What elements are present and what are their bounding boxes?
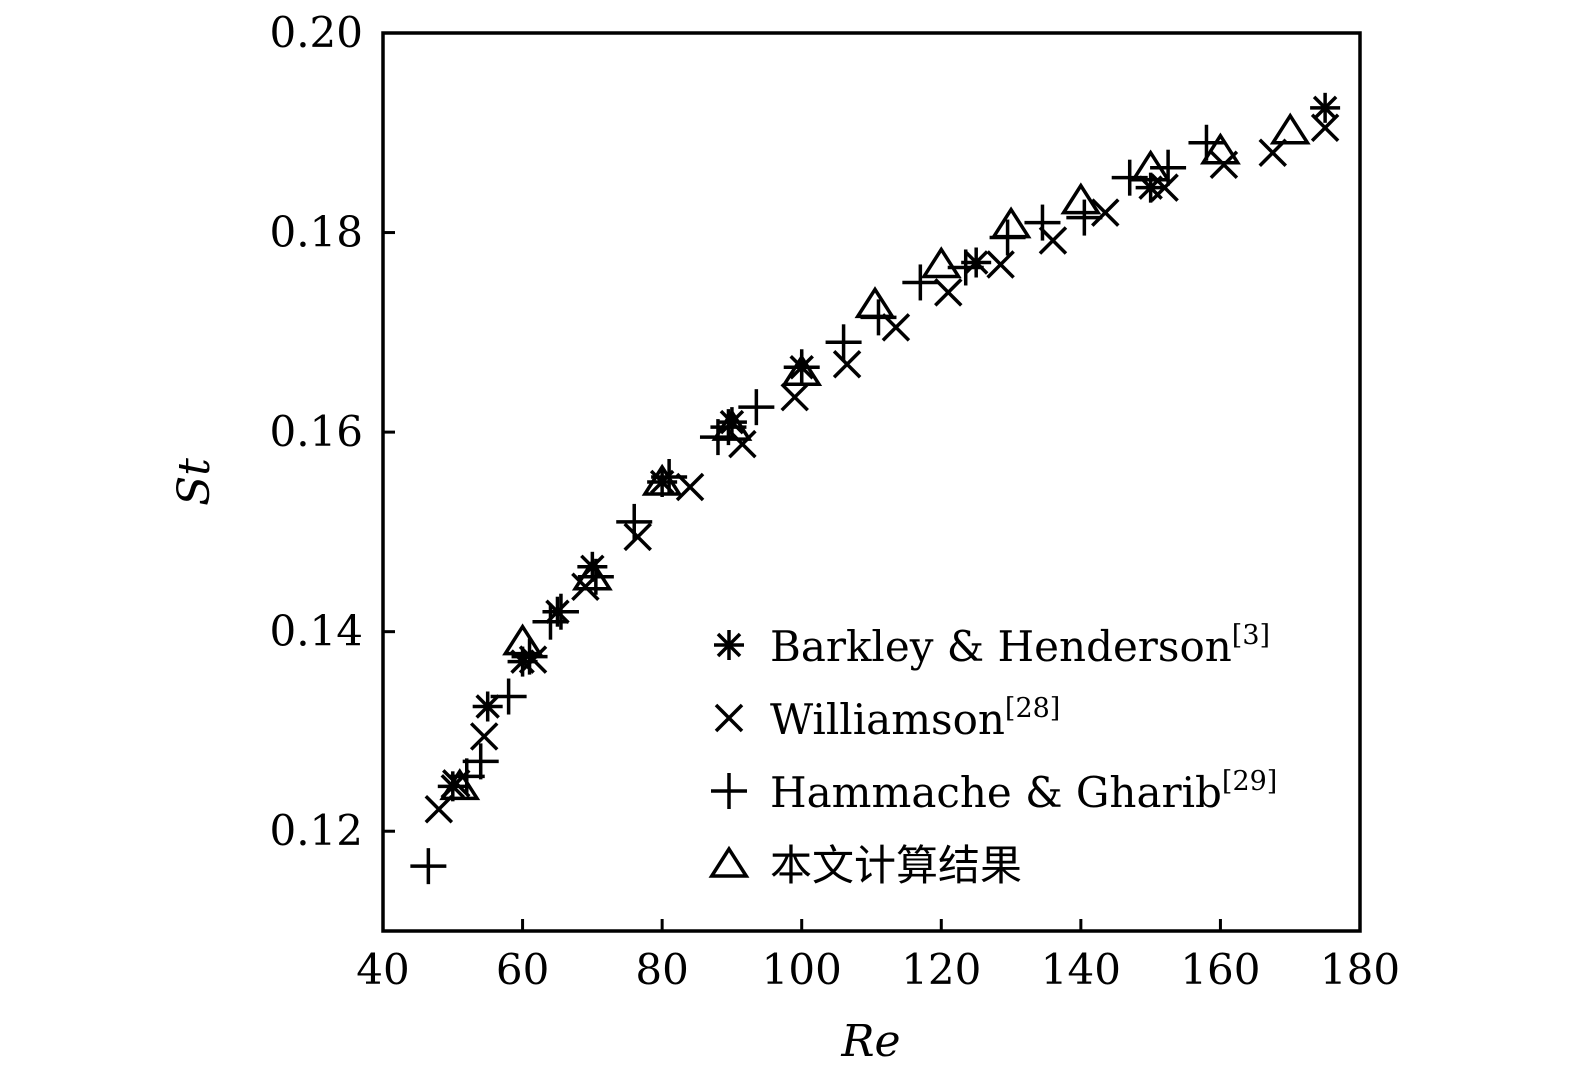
y-tick-label: 0.18 xyxy=(269,208,363,257)
data-point-plus xyxy=(1024,204,1061,241)
data-points xyxy=(410,92,1341,885)
data-point-cross xyxy=(1038,226,1068,255)
data-point-triangle xyxy=(1199,132,1241,165)
legend-reference: [29] xyxy=(1222,766,1277,797)
data-point-triangle xyxy=(1269,112,1311,145)
x-tick-label: 80 xyxy=(635,945,688,994)
data-point-triangle xyxy=(781,353,823,386)
x-tick-label: 120 xyxy=(901,945,981,994)
data-point-cross xyxy=(1310,113,1340,143)
y-tick-label: 0.16 xyxy=(269,407,363,456)
data-point-triangle xyxy=(1060,182,1102,215)
data-point-triangle xyxy=(641,463,683,496)
axis-ticks: 40 60 80 100 120 140 160 180 0.12 0.14 0.16 0.18 0.2… xyxy=(269,8,1400,994)
data-point-plus xyxy=(511,638,548,675)
data-point-cross xyxy=(934,278,963,307)
data-point-cross xyxy=(832,350,862,379)
y-tick-label: 0.12 xyxy=(269,806,363,855)
data-point-cross xyxy=(728,429,757,459)
data-point-plus xyxy=(902,264,939,301)
data-point-plus xyxy=(532,603,569,640)
data-point-plus xyxy=(738,389,775,426)
data-point-cross xyxy=(469,722,499,751)
legend-label: 本文计算结果 xyxy=(770,841,1022,890)
data-point-triangle xyxy=(711,408,753,441)
data-point-plus xyxy=(542,593,579,630)
legend-marker-triangle xyxy=(708,845,750,878)
legend-label: Barkley & Henderson[3] xyxy=(770,620,1270,671)
data-point-plus xyxy=(825,324,862,361)
data-point-plus xyxy=(616,503,653,540)
legend-label: Hammache & Gharib[29] xyxy=(770,766,1277,817)
legend-reference: [3] xyxy=(1232,620,1270,651)
data-point-triangle xyxy=(502,623,544,656)
y-axis-label: St xyxy=(169,458,220,506)
legend-marker-plus xyxy=(711,773,747,809)
data-point-triangle xyxy=(920,246,962,279)
data-point-cross xyxy=(623,522,652,552)
data-point-triangle xyxy=(854,286,896,319)
legend-marker-cross xyxy=(714,703,744,733)
plot-frame xyxy=(381,31,1362,933)
y-tick-label: 0.14 xyxy=(269,607,363,656)
data-point-plus xyxy=(462,743,499,780)
legend-reference: [28] xyxy=(1005,693,1060,724)
data-point-cross xyxy=(780,382,809,412)
y-tick-label: 0.20 xyxy=(269,8,363,57)
data-point-cross xyxy=(986,250,1015,279)
data-point-triangle xyxy=(990,206,1032,239)
data-point-plus xyxy=(410,848,447,885)
data-point-asterisk xyxy=(472,691,503,722)
x-tick-label: 180 xyxy=(1320,945,1400,994)
data-point-plus xyxy=(1066,199,1103,236)
data-point-triangle xyxy=(439,768,481,801)
data-point-plus xyxy=(490,678,527,715)
data-point-triangle xyxy=(1130,149,1172,182)
data-point-cross xyxy=(1091,198,1120,227)
data-point-cross xyxy=(424,795,454,824)
data-point-cross xyxy=(518,645,548,674)
x-axis-label: Re xyxy=(840,1016,900,1067)
x-tick-label: 100 xyxy=(762,945,842,994)
legend: Barkley & Henderson[3] Williamson[28] Hamm… xyxy=(708,620,1277,890)
data-point-asterisk xyxy=(961,247,992,278)
legend-label: Williamson[28] xyxy=(770,693,1060,744)
data-point-asterisk xyxy=(1310,92,1341,123)
data-point-plus xyxy=(1111,159,1148,196)
legend-marker-asterisk xyxy=(714,630,744,660)
x-tick-label: 40 xyxy=(356,945,409,994)
x-tick-label: 160 xyxy=(1180,945,1260,994)
x-tick-label: 140 xyxy=(1041,945,1121,994)
data-point-triangle xyxy=(571,558,613,591)
x-tick-label: 60 xyxy=(496,945,549,994)
